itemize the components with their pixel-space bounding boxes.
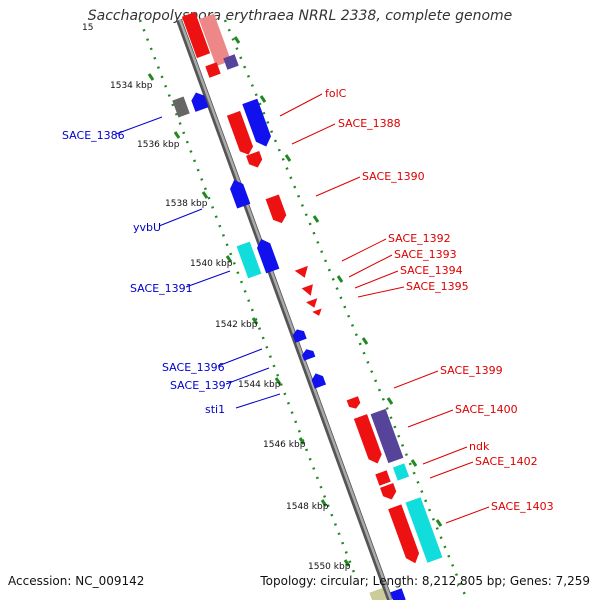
scale-label-1536: 1536 kbp — [137, 140, 180, 150]
gene-SACE_1397[interactable] — [301, 347, 316, 361]
gene-blue-1391[interactable] — [255, 237, 280, 274]
gene-bottom-blue[interactable] — [390, 588, 406, 600]
gene-top-right-pink[interactable] — [198, 13, 232, 67]
gene-red-arrow-1[interactable] — [246, 151, 264, 170]
label-SACE_1402[interactable]: SACE_1402 — [475, 455, 538, 468]
label-SACE_1388[interactable]: SACE_1388 — [338, 117, 401, 130]
genome-backbone-highlight — [178, 19, 393, 600]
gene-yvbU[interactable] — [228, 177, 251, 209]
label-SACE_1386[interactable]: SACE_1386 — [62, 129, 125, 142]
accession-text: Accession: NC_009142 — [8, 574, 145, 588]
scale-tick-marks — [147, 36, 443, 567]
scale-label-1548: 1548 kbp — [286, 502, 329, 512]
scale-label-1540: 1540 kbp — [190, 259, 233, 269]
label-SACE_1400[interactable]: SACE_1400 — [455, 403, 518, 416]
scale-label-top-partial: 15 — [82, 23, 93, 33]
gene-folC[interactable] — [242, 98, 273, 150]
left-leader-lines — [115, 116, 281, 409]
gene-red-small[interactable] — [205, 62, 221, 78]
gene-gray[interactable] — [172, 96, 190, 118]
label-SACE_1397[interactable]: SACE_1397 — [170, 379, 233, 392]
gene-red-large-1403[interactable] — [388, 504, 422, 565]
label-SACE_1391[interactable]: SACE_1391 — [130, 282, 193, 295]
gene-red-large-1400[interactable] — [353, 414, 384, 466]
label-SACE_1394[interactable]: SACE_1394 — [400, 264, 463, 277]
gene-purple-small[interactable] — [223, 54, 239, 70]
gene-SACE_1390[interactable] — [265, 194, 289, 225]
gene-ndk[interactable] — [392, 463, 410, 481]
label-sti1[interactable]: sti1 — [205, 403, 225, 416]
gene-SACE_1403[interactable] — [405, 497, 443, 563]
gene-bottom-tan[interactable] — [369, 587, 387, 600]
genome-summary-text: Topology: circular; Length: 8,212,805 bp… — [260, 574, 590, 588]
gene-SACE_1391[interactable] — [236, 241, 262, 279]
gene-sti1[interactable] — [310, 371, 327, 389]
scale-label-1544: 1544 kbp — [238, 380, 281, 390]
gene-SACE_1402[interactable] — [375, 470, 391, 486]
label-SACE_1399[interactable]: SACE_1399 — [440, 364, 503, 377]
label-yvbU[interactable]: yvbU — [133, 221, 161, 234]
right-leader-lines — [279, 93, 490, 524]
gene-SACE_1395[interactable] — [312, 308, 323, 317]
gene-SACE_1392[interactable] — [294, 265, 312, 280]
gene-SACE_1399[interactable] — [346, 396, 362, 410]
label-SACE_1390[interactable]: SACE_1390 — [362, 170, 425, 183]
scale-label-1550: 1550 kbp — [308, 562, 351, 572]
label-folC[interactable]: folC — [325, 87, 347, 100]
label-ndk[interactable]: ndk — [469, 440, 490, 453]
scale-label-1542: 1542 kbp — [215, 320, 258, 330]
scale-label-1534: 1534 kbp — [110, 81, 153, 91]
gene-SACE_1394[interactable] — [305, 298, 320, 310]
gene-SACE_1386[interactable] — [189, 90, 209, 112]
outer-dotted-ring-right — [223, 19, 467, 596]
label-SACE_1403[interactable]: SACE_1403 — [491, 500, 554, 513]
label-SACE_1392[interactable]: SACE_1392 — [388, 232, 451, 245]
gene-top-red[interactable] — [181, 11, 211, 59]
label-SACE_1395[interactable]: SACE_1395 — [406, 280, 469, 293]
gene-red-arrow-2[interactable] — [380, 483, 398, 502]
gene-SACE_1396[interactable] — [291, 327, 307, 343]
gene-SACE_1388[interactable] — [226, 110, 255, 157]
gene-SACE_1393[interactable] — [301, 284, 317, 298]
gene-SACE_1400[interactable] — [370, 408, 404, 464]
label-SACE_1393[interactable]: SACE_1393 — [394, 248, 457, 261]
label-SACE_1396[interactable]: SACE_1396 — [162, 361, 225, 374]
scale-label-1538: 1538 kbp — [165, 199, 208, 209]
scale-label-1546: 1546 kbp — [263, 440, 306, 450]
